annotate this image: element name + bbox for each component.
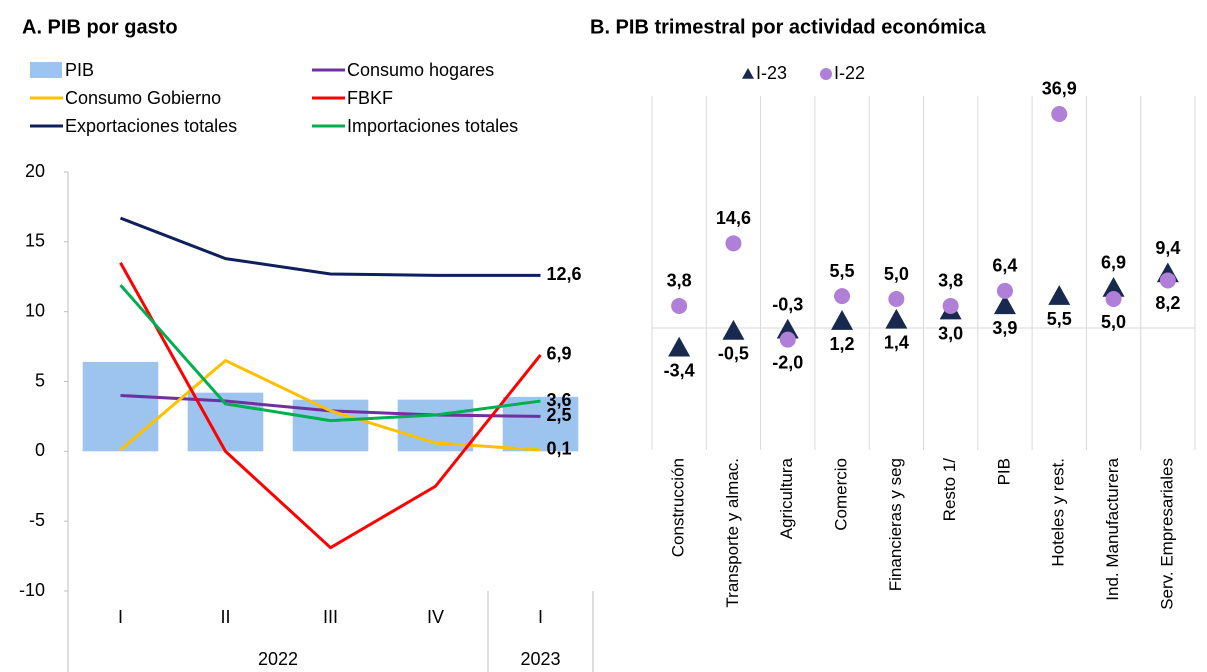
y-tick-label: 10 (25, 300, 45, 320)
data-label: 3,9 (992, 318, 1017, 338)
marker (722, 319, 745, 340)
y-tick-label: -10 (19, 580, 45, 600)
line (119, 284, 541, 423)
marker (671, 297, 688, 314)
data-label: -3,4 (664, 360, 695, 380)
y-tick-label: 5 (35, 370, 45, 390)
data-label: -2,0 (772, 352, 803, 372)
data-label: 5,5 (830, 261, 855, 281)
marker (1051, 105, 1068, 122)
x-tick-label: Resto 1/ (940, 458, 959, 522)
x-tick-label: Ind. Manufacturera (1103, 457, 1122, 600)
marker (776, 318, 799, 339)
legend-label: Exportaciones totales (65, 116, 237, 136)
data-label: 3,6 (547, 390, 572, 410)
x-tick-label: Financieras y seg (886, 458, 905, 591)
legend-swatch (30, 62, 62, 78)
y-tick-label: -5 (29, 510, 45, 530)
x-tick-label: Serv. Empresariales (1157, 458, 1176, 610)
legend-marker (742, 68, 754, 79)
y-tick-label: 20 (25, 161, 45, 181)
data-label: 6,9 (1101, 253, 1126, 273)
y-tick-label: 15 (25, 231, 45, 251)
marker (1105, 291, 1122, 307)
line (119, 216, 541, 277)
data-label: 6,9 (547, 344, 572, 364)
bar (502, 396, 579, 452)
marker (885, 308, 908, 329)
legend-label: Importaciones totales (347, 116, 518, 136)
x-tick-label: Hoteles y rest. (1049, 458, 1068, 567)
legend-label: Consumo Gobierno (65, 88, 221, 108)
bar (82, 361, 159, 452)
line (119, 262, 542, 550)
x-tick-label: IV (427, 607, 444, 627)
legend-label: FBKF (347, 88, 393, 108)
data-label: -0,5 (718, 344, 749, 364)
marker (942, 297, 959, 314)
legend-label: I-23 (756, 63, 787, 83)
data-label: -0,3 (772, 294, 803, 314)
chart-title: B. PIB trimestral por actividad económic… (590, 16, 987, 38)
marker (993, 294, 1016, 315)
data-label: 5,0 (1101, 312, 1126, 332)
marker (1159, 272, 1176, 289)
legend-label: I-22 (834, 63, 865, 83)
legend-label: Consumo hogares (347, 60, 494, 80)
marker (725, 235, 742, 252)
x-tick-label: Transporte y almac. (723, 458, 742, 608)
legend-marker (820, 68, 832, 80)
data-label: 2,5 (547, 405, 572, 425)
marker (779, 331, 796, 348)
data-label: 6,4 (992, 256, 1017, 276)
data-label: 9,4 (1155, 238, 1180, 258)
x-tick-label: Construcción (669, 458, 688, 557)
marker (668, 336, 691, 357)
data-label: 14,6 (716, 208, 751, 228)
group-label: 2023 (520, 649, 560, 669)
marker (888, 291, 905, 307)
x-tick-label: III (323, 607, 338, 627)
legend-label: PIB (65, 60, 94, 80)
x-tick-label: I (118, 607, 123, 627)
data-label: 12,6 (547, 264, 582, 284)
data-label: 3,0 (938, 323, 963, 343)
chart-title: A. PIB por gasto (22, 16, 178, 38)
marker (834, 288, 851, 305)
data-label: 8,2 (1155, 293, 1180, 313)
marker (1048, 285, 1071, 305)
x-tick-label: Comercio (832, 458, 851, 531)
marker (1102, 276, 1125, 297)
data-label: 1,4 (884, 333, 909, 353)
x-tick-label: II (220, 607, 230, 627)
data-label: 1,2 (830, 334, 855, 354)
data-label: 0,1 (547, 439, 572, 459)
data-label: 5,5 (1047, 309, 1072, 329)
x-tick-label: I (538, 607, 543, 627)
marker (831, 310, 854, 330)
data-label: 3,8 (667, 271, 692, 291)
data-label: 3,8 (938, 271, 963, 291)
y-tick-label: 0 (35, 440, 45, 460)
group-label: 2022 (258, 649, 298, 669)
data-label: 5,0 (884, 264, 909, 284)
x-tick-label: PIB (994, 458, 1013, 485)
x-tick-label: Agricultura (777, 457, 796, 539)
marker (996, 282, 1013, 299)
data-label: 36,9 (1042, 79, 1077, 99)
